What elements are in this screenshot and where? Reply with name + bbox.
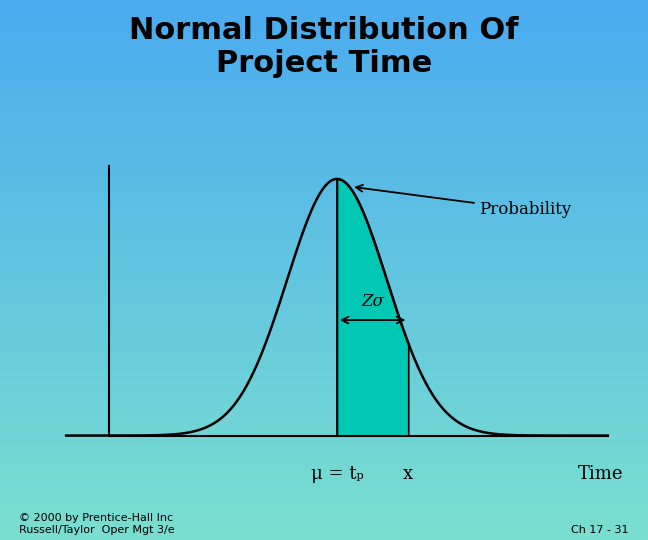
Text: © 2000 by Prentice-Hall Inc
Russell/Taylor  Oper Mgt 3/e: © 2000 by Prentice-Hall Inc Russell/Tayl…: [19, 513, 175, 535]
Text: x: x: [403, 465, 413, 483]
Text: Zσ: Zσ: [361, 293, 384, 310]
Text: Normal Distribution Of
Project Time: Normal Distribution Of Project Time: [129, 16, 519, 78]
Text: μ = tₚ: μ = tₚ: [310, 465, 364, 483]
Text: Time: Time: [578, 465, 623, 483]
Text: Ch 17 - 31: Ch 17 - 31: [571, 524, 629, 535]
Text: Probability: Probability: [356, 185, 572, 218]
